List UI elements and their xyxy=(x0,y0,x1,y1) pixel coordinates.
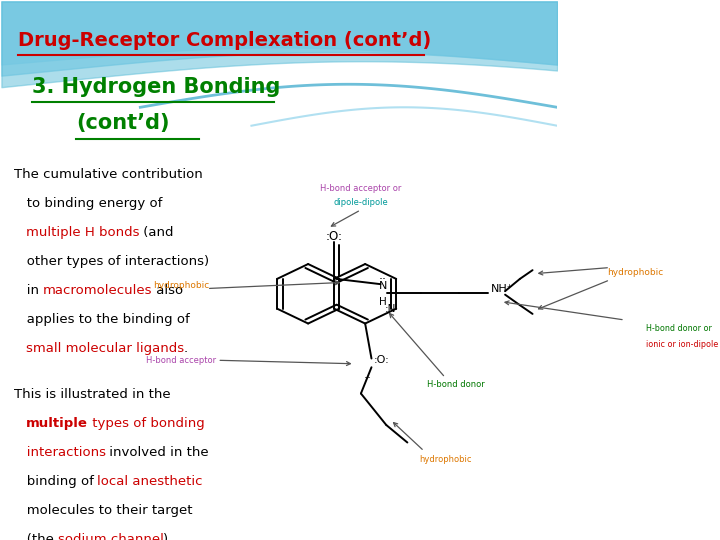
Text: local anesthetic: local anesthetic xyxy=(97,475,203,488)
Text: H-bond donor: H-bond donor xyxy=(427,380,485,389)
Text: NH⁺: NH⁺ xyxy=(490,284,513,294)
Text: hydrophobic: hydrophobic xyxy=(153,280,210,289)
Text: :N: :N xyxy=(385,303,396,314)
Text: also: also xyxy=(152,284,183,296)
Text: sodium channel: sodium channel xyxy=(58,533,163,540)
Text: ).: ). xyxy=(163,533,172,540)
Text: 3. Hydrogen Bonding: 3. Hydrogen Bonding xyxy=(32,77,280,97)
Text: ..: .. xyxy=(379,269,387,282)
Text: H-bond acceptor: H-bond acceptor xyxy=(146,356,217,364)
Text: dipole-dipole: dipole-dipole xyxy=(333,198,388,207)
Text: types of bonding: types of bonding xyxy=(88,417,204,430)
Text: macromolecules: macromolecules xyxy=(42,284,152,296)
Text: involved in the: involved in the xyxy=(105,446,209,459)
Text: binding of: binding of xyxy=(14,475,98,488)
Text: applies to the binding of: applies to the binding of xyxy=(14,313,189,326)
Text: (cont’d): (cont’d) xyxy=(76,113,170,133)
Text: multiple: multiple xyxy=(27,417,88,430)
Text: multiple H bonds: multiple H bonds xyxy=(27,226,140,239)
Text: :O:: :O: xyxy=(325,230,343,242)
Text: hydrophobic: hydrophobic xyxy=(607,268,664,277)
Text: ionic or ion-dipole: ionic or ion-dipole xyxy=(646,340,719,349)
Text: H-bond acceptor or: H-bond acceptor or xyxy=(320,184,402,193)
Text: in: in xyxy=(14,284,43,296)
Text: Drug-Receptor Complexation (cont’d): Drug-Receptor Complexation (cont’d) xyxy=(18,31,431,50)
Text: interactions: interactions xyxy=(14,446,106,459)
Text: small molecular ligands: small molecular ligands xyxy=(27,342,184,355)
Text: H-bond donor or: H-bond donor or xyxy=(646,325,712,333)
Text: H: H xyxy=(379,296,387,307)
Text: to binding energy of: to binding energy of xyxy=(14,197,162,210)
Text: .: . xyxy=(184,342,188,355)
Text: N: N xyxy=(379,281,387,291)
Text: (and: (and xyxy=(140,226,174,239)
Text: molecules to their target: molecules to their target xyxy=(14,504,192,517)
Text: :O:: :O: xyxy=(374,355,390,365)
Text: other types of interactions): other types of interactions) xyxy=(14,254,209,268)
Text: The cumulative contribution: The cumulative contribution xyxy=(14,167,202,180)
Text: hydrophobic: hydrophobic xyxy=(419,456,472,464)
Text: ..: .. xyxy=(364,368,372,381)
Text: (the: (the xyxy=(14,533,58,540)
Text: This is illustrated in the: This is illustrated in the xyxy=(14,388,170,401)
